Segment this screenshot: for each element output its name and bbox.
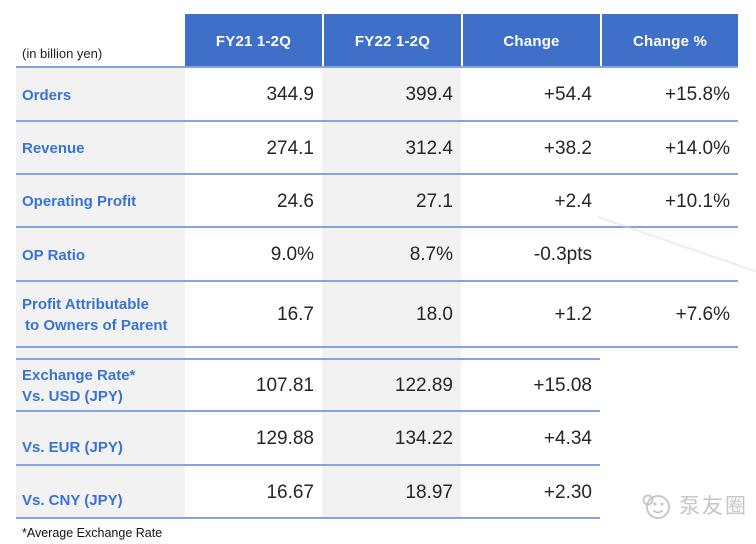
row-label: Exchange Rate* Vs. USD (JPY) — [16, 360, 185, 412]
cell-fy21: 344.9 — [266, 84, 314, 105]
footnote: *Average Exchange Rate — [22, 526, 163, 540]
section-divider — [16, 358, 600, 360]
table-row-profit-attributable: Profit Attributable to Owners of Parent … — [16, 282, 738, 348]
row-label: OP Ratio — [16, 228, 185, 282]
cell-change-pct: +10.1% — [665, 190, 730, 212]
cell-fy21: 107.81 — [255, 375, 314, 396]
table-row-revenue: Revenue 274.1 312.4 +38.2 +14.0% — [16, 122, 738, 175]
column-header-change-pct: Change % — [600, 14, 738, 68]
column-header-change: Change — [461, 14, 600, 68]
financial-results-table: (in billion yen) FY21 1-2Q FY22 1-2Q Cha… — [16, 14, 738, 519]
cell-change-pct: +7.6% — [675, 304, 730, 325]
section-spacer-row — [16, 348, 738, 360]
cell-change: +54.4 — [543, 84, 592, 105]
cell-fy21: 16.7 — [277, 304, 314, 325]
mascot-logo-icon — [642, 494, 670, 519]
cell-change: +1.2 — [554, 304, 592, 325]
cell-change: +2.30 — [543, 481, 592, 503]
cell-fy21: 129.88 — [255, 428, 314, 449]
cell-fy22: 312.4 — [322, 122, 461, 175]
cell-change-pct: +15.8% — [665, 84, 730, 105]
watermark: 泵友圈 — [640, 488, 748, 522]
row-divider — [16, 517, 600, 519]
table-row-exchange-cny: Vs. CNY (JPY) 16.67 18.97 +2.30 — [16, 466, 738, 519]
cell-change: -0.3pts — [533, 244, 592, 265]
row-label: Revenue — [16, 122, 185, 175]
row-label: Orders — [16, 68, 185, 122]
cell-change-pct — [600, 360, 738, 412]
spacer-cell — [322, 348, 461, 360]
unit-label: (in billion yen) — [22, 46, 103, 61]
table-row-exchange-eur: Vs. EUR (JPY) 129.88 134.22 +4.34 — [16, 412, 738, 466]
row-label: Vs. EUR (JPY) — [16, 412, 185, 466]
table-row-op-ratio: OP Ratio 9.0% 8.7% -0.3pts — [16, 228, 738, 282]
row-label: Operating Profit — [16, 175, 185, 228]
row-divider — [16, 280, 738, 282]
cell-fy21: 16.67 — [266, 481, 314, 503]
cell-fy22: 18.97 — [322, 466, 461, 519]
row-divider — [16, 410, 600, 412]
cell-fy22: 18.0 — [322, 282, 461, 348]
spacer-cell — [16, 348, 185, 360]
cell-fy22: 8.7% — [322, 228, 461, 282]
cell-change-pct — [600, 228, 738, 282]
table-row-orders: Orders 344.9 399.4 +54.4 +15.8% — [16, 68, 738, 122]
row-divider — [16, 173, 738, 175]
row-divider — [16, 464, 600, 466]
cell-change: +4.34 — [543, 428, 592, 449]
watermark-text: 泵友圈 — [679, 495, 748, 518]
table-row-exchange-usd: Exchange Rate* Vs. USD (JPY) 107.81 122.… — [16, 360, 738, 412]
cell-change: +15.08 — [533, 375, 592, 396]
spacer-cell — [600, 348, 738, 360]
cell-change: +2.4 — [554, 190, 592, 212]
cell-fy22: 27.1 — [322, 175, 461, 228]
row-divider — [16, 120, 738, 122]
column-header-fy22: FY22 1-2Q — [322, 14, 461, 68]
row-label: Profit Attributable to Owners of Parent — [16, 282, 185, 348]
row-divider — [16, 66, 738, 68]
cell-fy21: 274.1 — [266, 137, 314, 159]
row-divider — [16, 226, 738, 228]
cell-fy21: 9.0% — [270, 244, 314, 265]
cell-fy22: 399.4 — [322, 68, 461, 122]
table-row-operating-profit: Operating Profit 24.6 27.1 +2.4 +10.1% — [16, 175, 738, 228]
row-divider — [16, 346, 738, 348]
cell-change-pct — [600, 412, 738, 466]
cell-change-pct: +14.0% — [665, 137, 730, 159]
cell-fy21: 24.6 — [277, 190, 314, 212]
cell-fy22: 134.22 — [322, 412, 461, 466]
cell-fy22: 122.89 — [322, 360, 461, 412]
table-header-row: (in billion yen) FY21 1-2Q FY22 1-2Q Cha… — [16, 14, 738, 68]
column-header-fy21: FY21 1-2Q — [185, 14, 322, 68]
cell-change: +38.2 — [543, 137, 592, 159]
row-label: Vs. CNY (JPY) — [16, 466, 185, 519]
